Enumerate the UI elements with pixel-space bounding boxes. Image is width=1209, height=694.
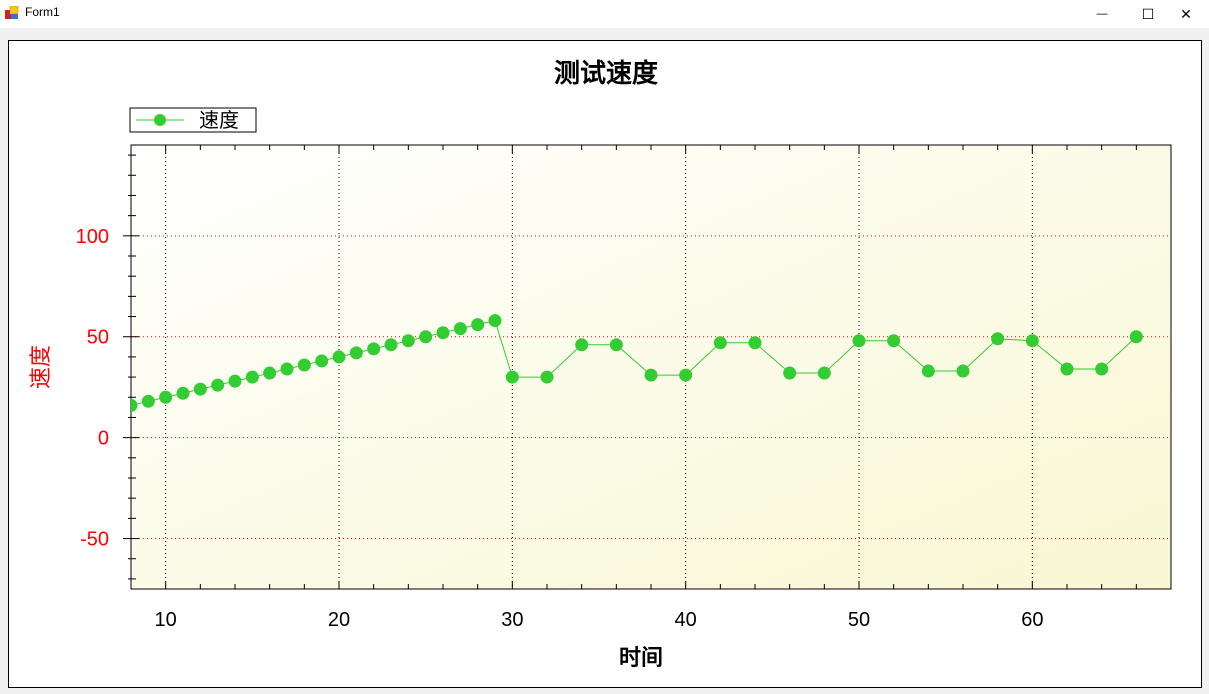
data-point bbox=[315, 354, 329, 368]
y-tick-label: -50 bbox=[80, 529, 109, 551]
minimize-button[interactable]: — bbox=[1079, 0, 1125, 28]
app-icon bbox=[5, 6, 19, 19]
data-point bbox=[131, 398, 138, 412]
data-point bbox=[193, 382, 207, 396]
window-title: Form1 bbox=[25, 5, 60, 19]
x-tick-label: 40 bbox=[675, 609, 697, 631]
legend-label: 速度 bbox=[199, 109, 239, 132]
data-point bbox=[471, 318, 485, 332]
data-point bbox=[419, 330, 433, 344]
minimize-icon: — bbox=[1096, 8, 1108, 20]
maximize-icon: ☐ bbox=[1141, 5, 1155, 22]
data-point bbox=[887, 334, 901, 348]
data-point bbox=[609, 338, 623, 352]
x-axis-label: 时间 bbox=[619, 645, 663, 670]
data-point bbox=[1095, 362, 1109, 376]
data-point bbox=[453, 322, 467, 336]
y-tick-label: 0 bbox=[98, 428, 109, 450]
data-point bbox=[280, 362, 294, 376]
data-point bbox=[159, 390, 173, 404]
data-point bbox=[1025, 334, 1039, 348]
data-point bbox=[575, 338, 589, 352]
data-point bbox=[176, 386, 190, 400]
close-button[interactable]: ✕ bbox=[1163, 0, 1209, 28]
data-point bbox=[644, 368, 658, 382]
x-tick-label: 10 bbox=[155, 609, 177, 631]
maximize-button[interactable]: ☐ bbox=[1125, 0, 1171, 28]
data-point bbox=[228, 374, 242, 388]
data-point bbox=[436, 326, 450, 340]
data-point bbox=[991, 332, 1005, 346]
data-point bbox=[956, 364, 970, 378]
x-tick-label: 60 bbox=[1021, 609, 1043, 631]
data-point bbox=[540, 370, 554, 384]
chart-title: 测试速度 bbox=[554, 58, 658, 88]
data-point bbox=[1060, 362, 1074, 376]
data-point bbox=[263, 366, 277, 380]
data-point bbox=[384, 338, 398, 352]
y-axis-label: 速度 bbox=[28, 345, 53, 389]
x-tick-label: 20 bbox=[328, 609, 350, 631]
legend: 速度 bbox=[129, 107, 257, 133]
data-point bbox=[141, 394, 155, 408]
data-point bbox=[245, 370, 259, 384]
x-tick-label: 30 bbox=[501, 609, 523, 631]
data-point bbox=[297, 358, 311, 372]
data-point bbox=[679, 368, 693, 382]
series-group bbox=[131, 314, 1143, 412]
data-point bbox=[921, 364, 935, 378]
data-point bbox=[852, 334, 866, 348]
data-point bbox=[211, 378, 225, 392]
data-point bbox=[367, 342, 381, 356]
data-point bbox=[713, 336, 727, 350]
data-point bbox=[401, 334, 415, 348]
data-point bbox=[505, 370, 519, 384]
data-point bbox=[488, 314, 502, 328]
data-point bbox=[332, 350, 346, 364]
data-point bbox=[817, 366, 831, 380]
chart-control: 测试速度 10 20 30 40 50 60 -50 0 50 100 时间 速度 速度 bbox=[8, 40, 1202, 688]
data-point bbox=[783, 366, 797, 380]
data-point bbox=[349, 346, 363, 360]
legend-marker-icon bbox=[154, 114, 166, 126]
x-tick-label: 50 bbox=[848, 609, 870, 631]
data-point bbox=[748, 336, 762, 350]
y-tick-label: 100 bbox=[76, 226, 109, 248]
y-tick-label: 50 bbox=[87, 327, 109, 349]
title-bar: Form1 — ☐ ✕ bbox=[0, 0, 1209, 28]
close-icon: ✕ bbox=[1180, 5, 1192, 22]
data-point bbox=[1129, 330, 1143, 344]
